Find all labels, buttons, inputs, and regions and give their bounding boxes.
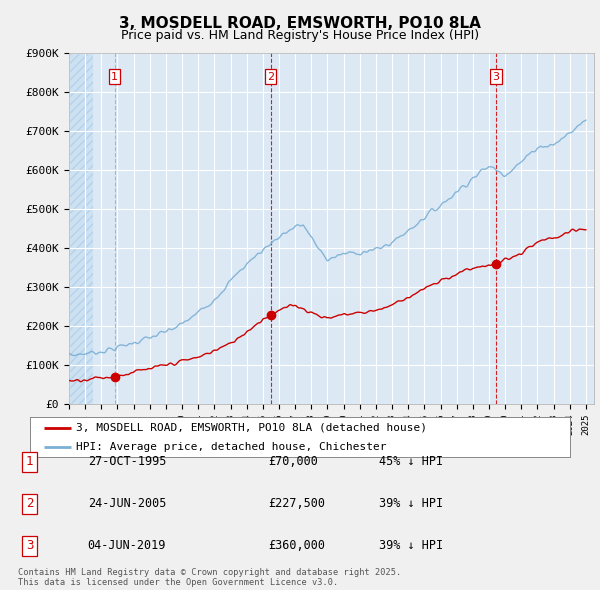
Text: £360,000: £360,000 (268, 539, 325, 552)
Text: 39% ↓ HPI: 39% ↓ HPI (379, 497, 443, 510)
Text: 3: 3 (26, 539, 33, 552)
Text: 3, MOSDELL ROAD, EMSWORTH, PO10 8LA (detached house): 3, MOSDELL ROAD, EMSWORTH, PO10 8LA (det… (76, 423, 427, 433)
Text: Price paid vs. HM Land Registry's House Price Index (HPI): Price paid vs. HM Land Registry's House … (121, 29, 479, 42)
Text: 2: 2 (26, 497, 33, 510)
Text: HPI: Average price, detached house, Chichester: HPI: Average price, detached house, Chic… (76, 442, 386, 452)
Text: 04-JUN-2019: 04-JUN-2019 (88, 539, 166, 552)
Text: 1: 1 (26, 455, 33, 468)
Text: 39% ↓ HPI: 39% ↓ HPI (379, 539, 443, 552)
Text: 45% ↓ HPI: 45% ↓ HPI (379, 455, 443, 468)
Text: 3, MOSDELL ROAD, EMSWORTH, PO10 8LA: 3, MOSDELL ROAD, EMSWORTH, PO10 8LA (119, 16, 481, 31)
Bar (69, 53, 93, 404)
Text: Contains HM Land Registry data © Crown copyright and database right 2025.
This d: Contains HM Land Registry data © Crown c… (18, 568, 401, 587)
Text: £227,500: £227,500 (268, 497, 325, 510)
Text: 24-JUN-2005: 24-JUN-2005 (88, 497, 166, 510)
Text: 2: 2 (267, 71, 274, 81)
Text: 1: 1 (111, 71, 118, 81)
Text: £70,000: £70,000 (268, 455, 318, 468)
Text: 3: 3 (492, 71, 499, 81)
Text: 27-OCT-1995: 27-OCT-1995 (88, 455, 166, 468)
